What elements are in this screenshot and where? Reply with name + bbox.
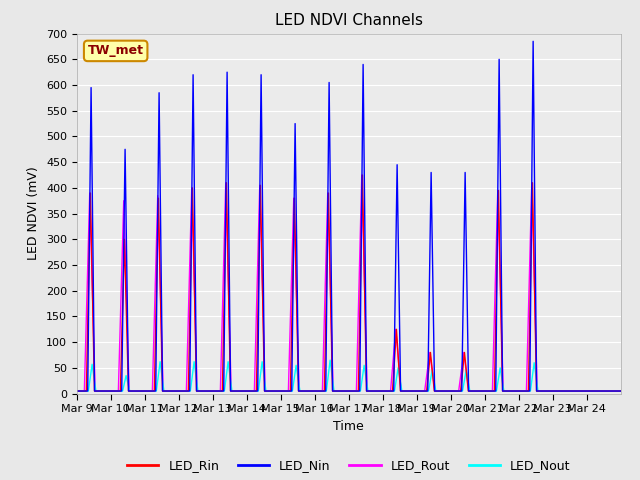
LED_Nout bbox=[617, 388, 625, 394]
LED_Nout bbox=[395, 369, 403, 374]
Text: TW_met: TW_met bbox=[88, 44, 144, 58]
Legend: LED_Rin, LED_Nin, LED_Rout, LED_Nout: LED_Rin, LED_Nin, LED_Rout, LED_Nout bbox=[122, 455, 575, 477]
LED_Nout bbox=[476, 388, 484, 394]
LED_Rin bbox=[395, 363, 403, 369]
LED_Nout bbox=[100, 388, 108, 394]
LED_Rout bbox=[419, 388, 426, 394]
LED_Rin bbox=[100, 388, 108, 394]
LED_Nout bbox=[270, 388, 278, 394]
LED_Nout bbox=[326, 357, 334, 363]
LED_Rout bbox=[506, 388, 513, 394]
LED_Nin bbox=[270, 388, 278, 394]
LED_Rin bbox=[506, 388, 513, 394]
LED_Rout bbox=[617, 388, 625, 394]
LED_Nin bbox=[419, 388, 426, 394]
LED_Rout bbox=[73, 388, 81, 394]
LED_Nout bbox=[419, 388, 426, 394]
LED_Nin bbox=[617, 388, 625, 394]
LED_Rout bbox=[100, 388, 108, 394]
Line: LED_Nin: LED_Nin bbox=[77, 41, 621, 391]
LED_Nout bbox=[506, 388, 513, 394]
Y-axis label: LED NDVI (mV): LED NDVI (mV) bbox=[28, 167, 40, 261]
LED_Nin bbox=[100, 388, 108, 394]
LED_Nin bbox=[395, 267, 403, 273]
LED_Nin bbox=[529, 38, 537, 44]
LED_Rin bbox=[358, 172, 366, 178]
LED_Rout bbox=[395, 362, 403, 368]
LED_Nin bbox=[476, 388, 484, 394]
LED_Rin bbox=[270, 388, 278, 394]
LED_Rout bbox=[476, 388, 484, 394]
LED_Rout bbox=[358, 172, 365, 178]
Line: LED_Rin: LED_Rin bbox=[77, 175, 621, 391]
LED_Nin bbox=[73, 388, 81, 394]
LED_Rin bbox=[73, 388, 81, 394]
LED_Rin bbox=[476, 388, 484, 394]
X-axis label: Time: Time bbox=[333, 420, 364, 432]
LED_Nout bbox=[73, 388, 81, 394]
LED_Rin bbox=[617, 388, 625, 394]
LED_Nin bbox=[506, 388, 513, 394]
Line: LED_Rout: LED_Rout bbox=[77, 175, 621, 391]
Line: LED_Nout: LED_Nout bbox=[77, 360, 621, 391]
LED_Rin bbox=[419, 388, 426, 394]
LED_Rout bbox=[270, 388, 278, 394]
Title: LED NDVI Channels: LED NDVI Channels bbox=[275, 13, 423, 28]
